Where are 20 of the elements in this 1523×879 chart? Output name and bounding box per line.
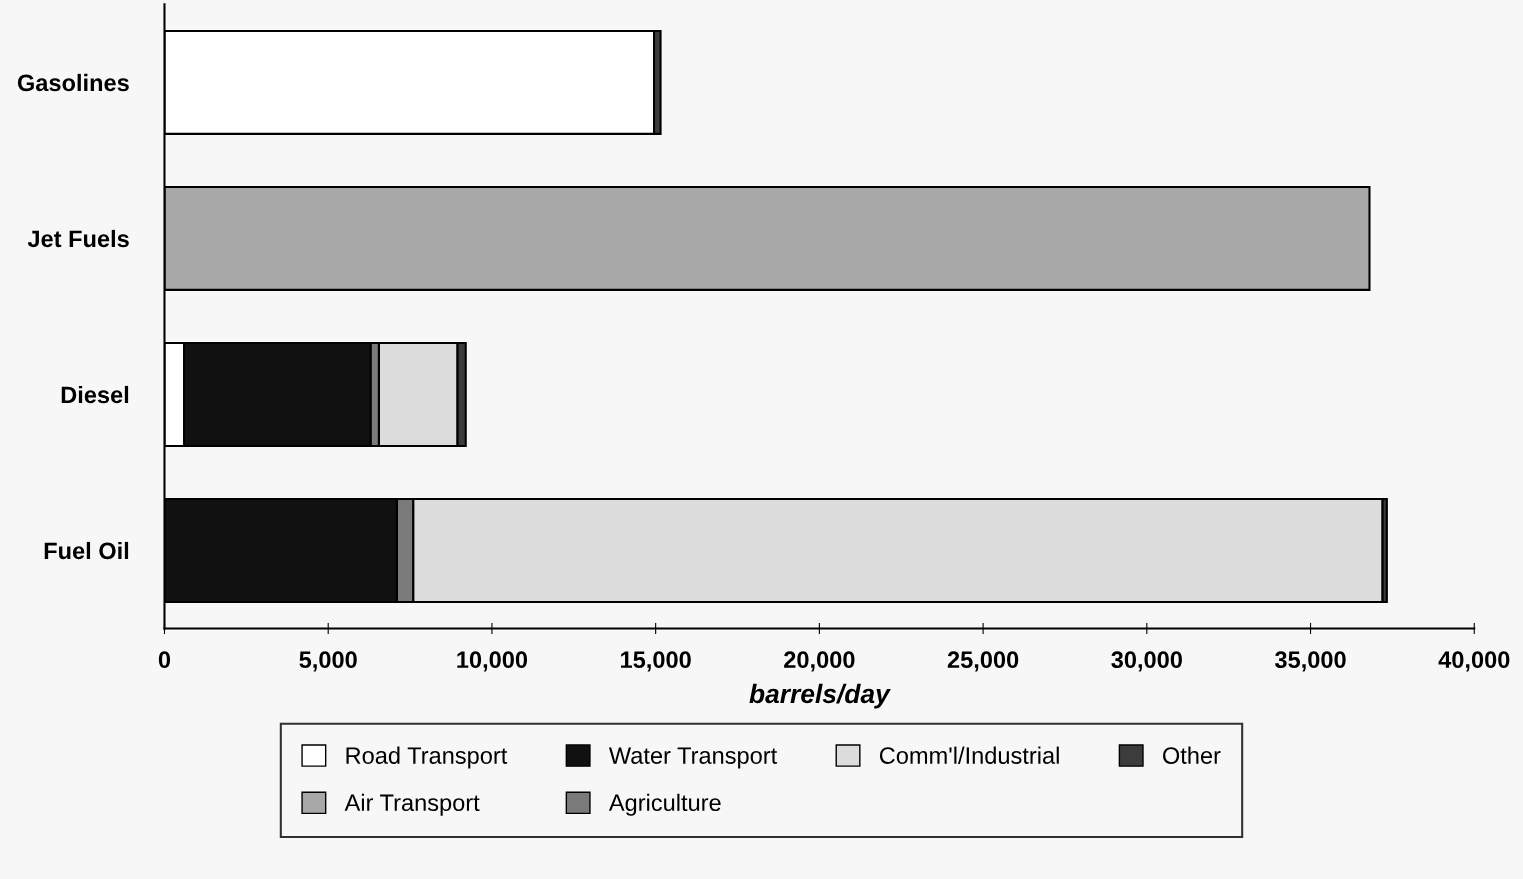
x-tick-label: 5,000 [299, 651, 357, 672]
legend-label: Agriculture [608, 793, 721, 816]
y-tick-label: Gasolines [17, 73, 129, 92]
legend-label: Air Transport [344, 793, 480, 816]
y-tick-label: Jet Fuels [27, 229, 129, 248]
x-tick-label: 10,000 [457, 651, 528, 672]
x-tick-label: 15,000 [621, 651, 691, 672]
x-tick-label: 35,000 [1274, 651, 1346, 672]
x-tick-label: 0 [158, 651, 171, 669]
legend-label: Road Transport [346, 746, 508, 769]
x-tick-label: 25,000 [947, 651, 1019, 672]
y-tick-label: Fuel Oil [44, 541, 129, 560]
legend-label: Other [1163, 746, 1221, 764]
x-tick-label: 40,000 [1438, 651, 1510, 672]
x-axis-title: barrels/day [749, 683, 891, 709]
x-tick-label: 20,000 [784, 651, 855, 672]
y-tick-label: Diesel [61, 385, 129, 404]
legend-label: Water Transport [608, 747, 778, 769]
x-tick-label: 30,000 [1111, 651, 1182, 672]
legend-label: Comm'l/Industrial [879, 746, 1059, 764]
